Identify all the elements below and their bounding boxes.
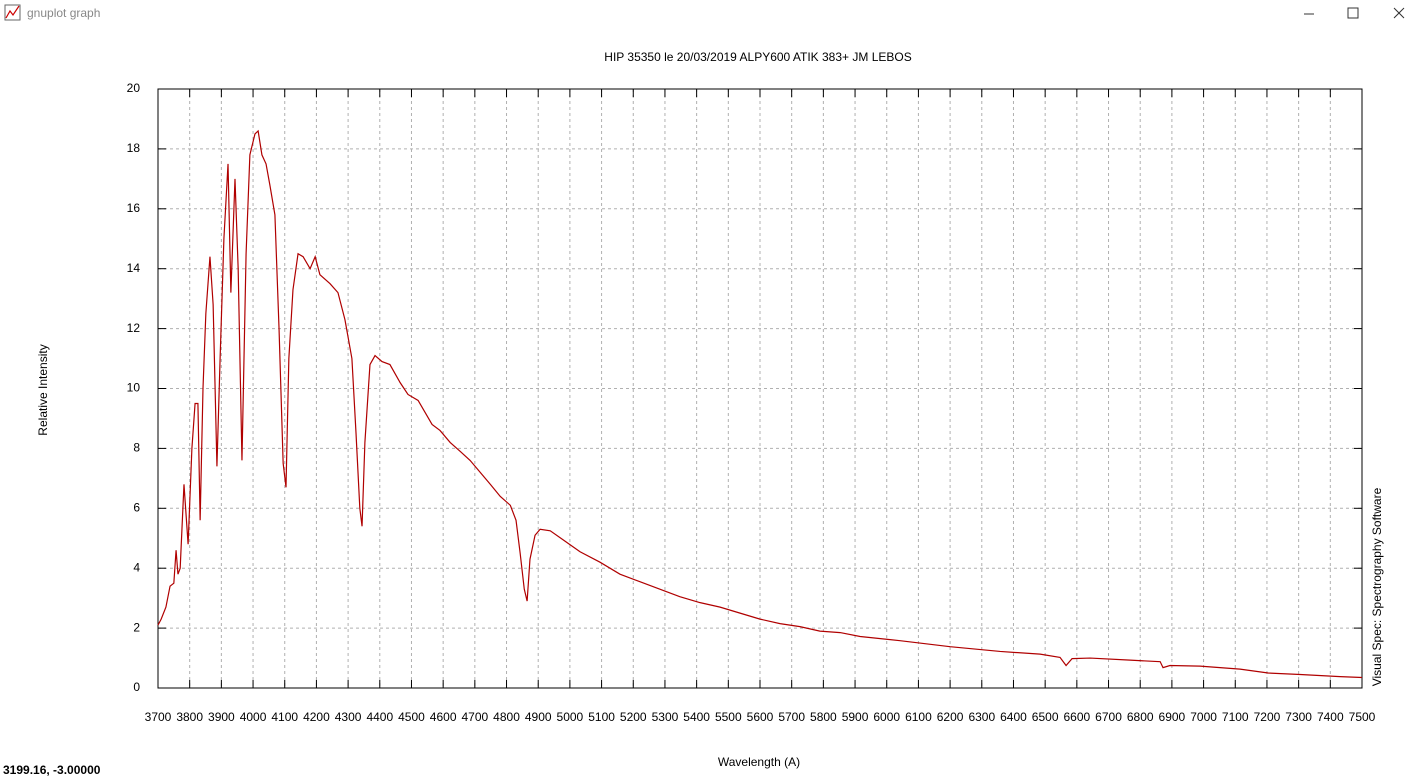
x-tick-label: 3800 — [176, 710, 203, 724]
x-tick-label: 7200 — [1254, 710, 1281, 724]
x-tick-label: 6800 — [1127, 710, 1154, 724]
y-tick-label: 8 — [133, 441, 140, 455]
x-tick-label: 5700 — [778, 710, 805, 724]
x-axis-label: Wavelength (A) — [718, 755, 800, 769]
x-tick-label: 3900 — [208, 710, 235, 724]
x-tick-label: 4600 — [430, 710, 457, 724]
status-coordinates: 3199.16, -3.00000 — [3, 763, 101, 777]
x-tick-label: 5100 — [588, 710, 615, 724]
x-tick-label: 6200 — [937, 710, 964, 724]
x-tick-label: 6000 — [873, 710, 900, 724]
x-tick-label: 4200 — [303, 710, 330, 724]
y-tick-label: 18 — [127, 141, 141, 155]
x-tick-label: 6300 — [968, 710, 995, 724]
x-tick-label: 5400 — [683, 710, 710, 724]
x-tick-label: 6600 — [1063, 710, 1090, 724]
x-tick-label: 4100 — [271, 710, 298, 724]
x-tick-label: 5000 — [557, 710, 584, 724]
x-tick-label: 7000 — [1190, 710, 1217, 724]
x-tick-label: 6900 — [1159, 710, 1186, 724]
plot-frame — [157, 88, 1363, 689]
spectrum-line — [157, 129, 1363, 679]
y-axis-label: Relative Intensity — [36, 344, 50, 435]
y-tick-label: 2 — [133, 620, 140, 634]
right-label: Visual Spec: Spectrography Software — [1370, 487, 1384, 686]
x-tick-label: 4000 — [240, 710, 267, 724]
x-tick-label: 6100 — [905, 710, 932, 724]
x-tick-label: 5800 — [810, 710, 837, 724]
y-tick-label: 0 — [133, 680, 140, 694]
x-tick-label: 5200 — [620, 710, 647, 724]
x-tick-label: 7500 — [1349, 710, 1376, 724]
x-tick-label: 6500 — [1032, 710, 1059, 724]
x-tick-label: 7300 — [1285, 710, 1312, 724]
chart-title: HIP 35350 le 20/03/2019 ALPY600 ATIK 383… — [604, 50, 911, 64]
x-tick-label: 4700 — [461, 710, 488, 724]
x-tick-label: 6400 — [1000, 710, 1027, 724]
x-tick-label: 4400 — [366, 710, 393, 724]
y-tick-label: 20 — [127, 81, 141, 95]
x-tick-label: 7400 — [1317, 710, 1344, 724]
x-tick-label: 5300 — [652, 710, 679, 724]
y-tick-label: 14 — [127, 261, 141, 275]
x-tick-label: 5500 — [715, 710, 742, 724]
maximize-button[interactable] — [1347, 7, 1359, 19]
y-tick-label: 12 — [127, 321, 141, 335]
x-tick-label: 4800 — [493, 710, 520, 724]
y-tick-label: 6 — [133, 500, 140, 514]
y-tick-label: 10 — [127, 381, 141, 395]
y-tick-label: 4 — [133, 560, 140, 574]
y-tick-label: 16 — [127, 201, 141, 215]
window-title: gnuplot graph — [27, 6, 100, 20]
x-tick-label: 3700 — [145, 710, 172, 724]
x-tick-label: 4500 — [398, 710, 425, 724]
x-tick-label: 4900 — [525, 710, 552, 724]
app-icon — [4, 4, 21, 21]
x-tick-label: 4300 — [335, 710, 362, 724]
x-tick-label: 6700 — [1095, 710, 1122, 724]
close-button[interactable] — [1393, 7, 1405, 19]
x-tick-label: 7100 — [1222, 710, 1249, 724]
x-tick-label: 5900 — [842, 710, 869, 724]
x-tick-label: 5600 — [747, 710, 774, 724]
